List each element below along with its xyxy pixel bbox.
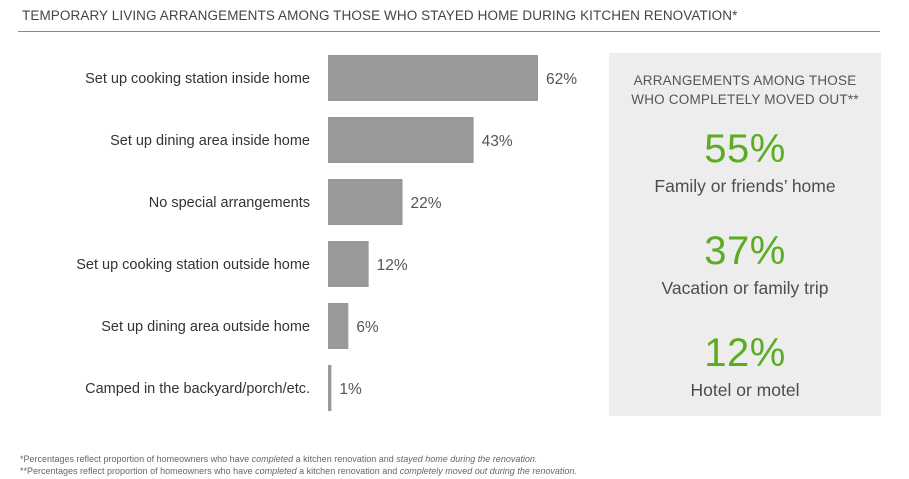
bar-0 <box>328 55 538 101</box>
stat-vacation-trip: 37% Vacation or family trip <box>609 229 881 299</box>
value-label-2: 22% <box>411 195 442 212</box>
stat-hotel-motel: 12% Hotel or motel <box>609 331 881 401</box>
panel-heading-line-2: WHO COMPLETELY MOVED OUT** <box>631 92 859 107</box>
stat-percent: 55% <box>704 127 786 171</box>
title-divider <box>18 31 880 32</box>
footnote-2: **Percentages reflect proportion of home… <box>20 465 577 476</box>
moved-out-panel: ARRANGEMENTS AMONG THOSE WHO COMPLETELY … <box>609 53 881 416</box>
bar-1 <box>328 117 474 163</box>
chart-title: TEMPORARY LIVING ARRANGEMENTS AMONG THOS… <box>22 8 738 23</box>
stat-percent: 12% <box>704 331 786 375</box>
category-label-0: Set up cooking station inside home <box>85 71 310 87</box>
category-label-3: Set up cooking station outside home <box>76 257 310 273</box>
bar-4 <box>328 303 349 349</box>
footnote-1: *Percentages reflect proportion of homeo… <box>20 454 538 464</box>
bar-chart: Set up cooking station inside home 62% Set… <box>76 55 577 411</box>
value-label-4: 6% <box>356 319 379 336</box>
value-label-5: 1% <box>339 381 362 398</box>
value-label-1: 43% <box>482 133 513 150</box>
panel-heading-line-1: ARRANGEMENTS AMONG THOSE <box>633 73 857 88</box>
stat-label: Hotel or motel <box>690 380 800 400</box>
category-label-5: Camped in the backyard/porch/etc. <box>85 381 310 397</box>
stat-percent: 37% <box>704 229 786 273</box>
value-label-3: 12% <box>377 257 408 274</box>
stat-label: Family or friends’ home <box>654 176 836 196</box>
stat-family-friends: 55% Family or friends’ home <box>609 127 881 197</box>
bar-5 <box>328 365 332 411</box>
bar-3 <box>328 241 369 287</box>
category-label-1: Set up dining area inside home <box>110 133 310 149</box>
value-label-0: 62% <box>546 71 577 88</box>
category-label-4: Set up dining area outside home <box>101 319 310 335</box>
stat-label: Vacation or family trip <box>661 278 829 298</box>
panel-heading: ARRANGEMENTS AMONG THOSE WHO COMPLETELY … <box>609 71 881 109</box>
category-label-2: No special arrangements <box>149 195 310 211</box>
footnotes: *Percentages reflect proportion of homeo… <box>20 454 880 477</box>
bar-2 <box>328 179 403 225</box>
